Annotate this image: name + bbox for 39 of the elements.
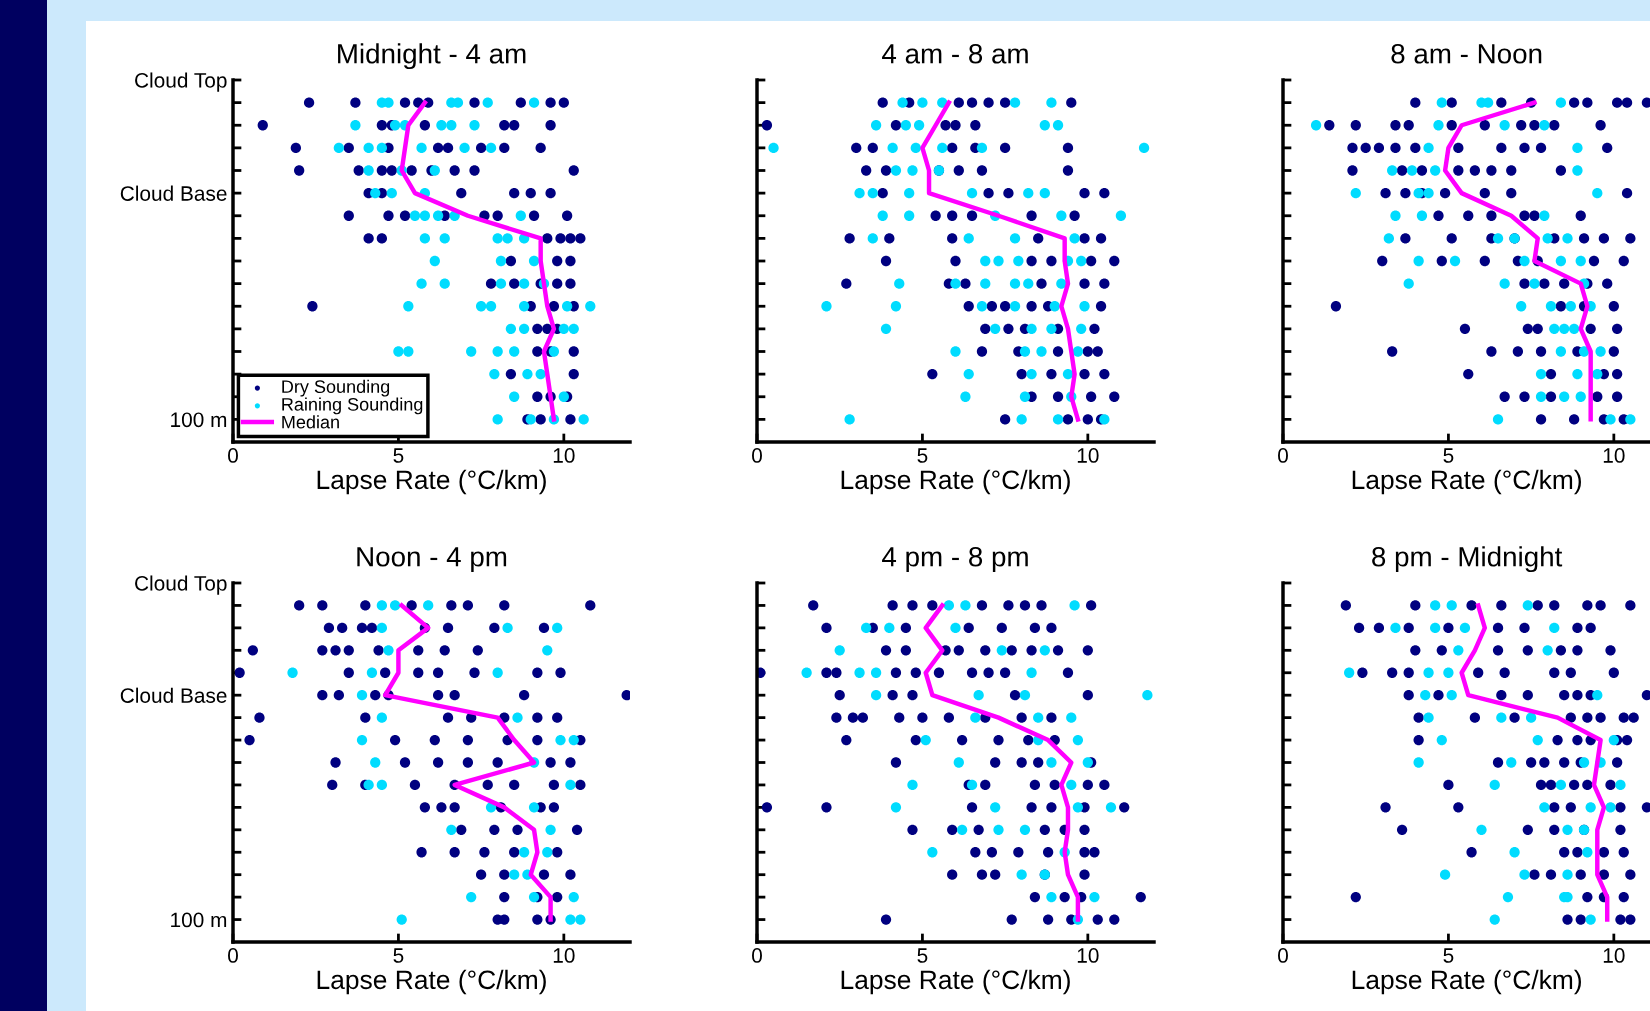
- x-tick-label: 0: [228, 448, 238, 463]
- x-tick-label: 0: [752, 948, 762, 963]
- y-tick-label: Cloud Top: [135, 575, 227, 595]
- x-tick-label: 5: [393, 948, 404, 963]
- chart-title: Midnight - 4 am: [338, 43, 526, 70]
- x-tick-label: 10: [1077, 948, 1099, 963]
- y-tick-label: Cloud Base: [120, 687, 227, 703]
- x-axis-title: Lapse Rate (°C/km): [1352, 969, 1581, 995]
- legend-label: Raining Sounding: [282, 397, 423, 415]
- y-tick-label: Cloud Base: [120, 185, 227, 201]
- legend-label: Dry Sounding: [282, 379, 390, 397]
- x-axis-title: Lapse Rate (°C/km): [841, 469, 1070, 495]
- x-tick-label: 5: [917, 948, 928, 963]
- chart-title: 4 am - 8 am: [882, 43, 1028, 64]
- chart-title: Noon - 4 pm: [357, 547, 507, 573]
- x-axis-title: Lapse Rate (°C/km): [317, 469, 546, 495]
- x-tick-label: 10: [553, 448, 575, 463]
- y-tick-label: 100 m: [171, 412, 227, 428]
- x-tick-label: 10: [553, 948, 575, 963]
- x-tick-label: 0: [1278, 448, 1288, 463]
- legend-label: Median: [282, 415, 339, 429]
- x-tick-label: 0: [1278, 948, 1288, 963]
- x-axis-title: Lapse Rate (°C/km): [317, 969, 546, 995]
- x-tick-label: 0: [752, 448, 762, 463]
- x-tick-label: 5: [393, 448, 404, 463]
- x-tick-label: 10: [1603, 948, 1625, 963]
- x-tick-label: 5: [1443, 448, 1454, 463]
- x-axis-title: Lapse Rate (°C/km): [841, 969, 1070, 995]
- x-tick-label: 10: [1603, 448, 1625, 463]
- x-tick-label: 5: [917, 448, 928, 463]
- chart-title: 4 pm - 8 pm: [882, 546, 1028, 573]
- y-tick-label: Cloud Top: [135, 72, 227, 92]
- x-tick-label: 0: [228, 948, 238, 963]
- y-tick-label: 100 m: [171, 912, 227, 928]
- x-tick-label: 5: [1443, 948, 1454, 963]
- x-axis-title: Lapse Rate (°C/km): [1352, 469, 1581, 495]
- chart-title: 8 am - Noon: [1391, 43, 1542, 64]
- x-tick-label: 10: [1077, 448, 1099, 463]
- chart-title: 8 pm - Midnight: [1372, 546, 1563, 573]
